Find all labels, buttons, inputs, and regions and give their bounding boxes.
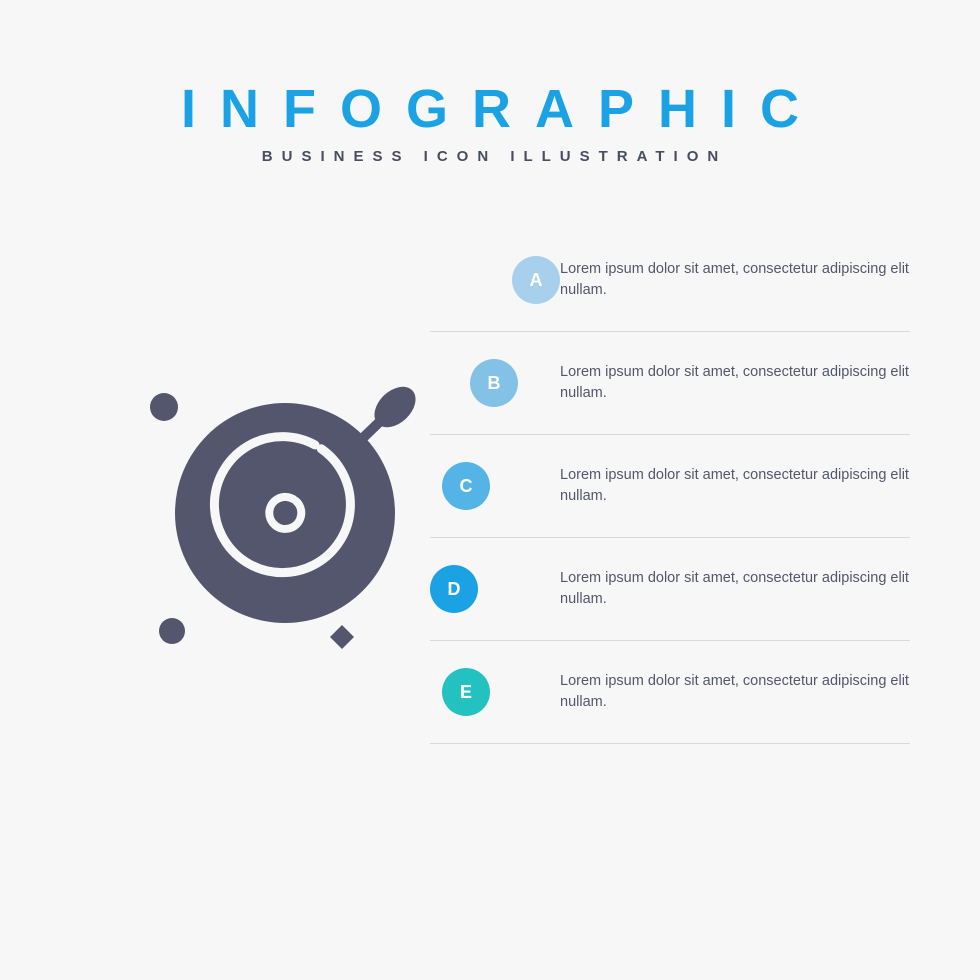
step-text-b: Lorem ipsum dolor sit amet, consectetur …	[560, 362, 910, 404]
step-c: C Lorem ipsum dolor sit amet, consectetu…	[430, 435, 910, 538]
step-badge-c: C	[442, 462, 490, 510]
header: INFOGRAPHIC BUSINESS ICON ILLUSTRATION	[0, 0, 980, 165]
main-title: INFOGRAPHIC	[0, 78, 980, 140]
stage: A Lorem ipsum dolor sit amet, consectetu…	[0, 205, 980, 925]
step-b: B Lorem ipsum dolor sit amet, consectetu…	[430, 332, 910, 435]
step-badge-e: E	[442, 668, 490, 716]
step-badge-a: A	[512, 256, 560, 304]
steps-list: A Lorem ipsum dolor sit amet, consectetu…	[430, 229, 910, 744]
step-text-d: Lorem ipsum dolor sit amet, consectetur …	[560, 568, 910, 610]
step-e: E Lorem ipsum dolor sit amet, consectetu…	[430, 641, 910, 744]
step-badge-d: D	[430, 565, 478, 613]
subtitle: BUSINESS ICON ILLUSTRATION	[0, 148, 980, 165]
astronomy-planet-icon	[120, 335, 450, 665]
step-badge-b: B	[470, 359, 518, 407]
step-text-a: Lorem ipsum dolor sit amet, consectetur …	[560, 259, 910, 301]
step-a: A Lorem ipsum dolor sit amet, consectetu…	[430, 229, 910, 332]
step-text-c: Lorem ipsum dolor sit amet, consectetur …	[560, 465, 910, 507]
step-text-e: Lorem ipsum dolor sit amet, consectetur …	[560, 671, 910, 713]
step-d: D Lorem ipsum dolor sit amet, consectetu…	[430, 538, 910, 641]
